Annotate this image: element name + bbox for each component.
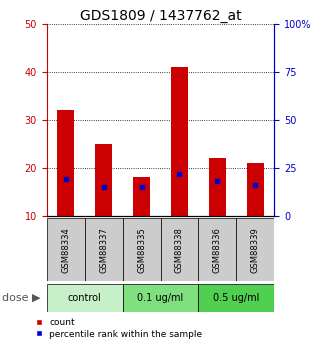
Text: dose ▶: dose ▶ <box>2 293 40 303</box>
Text: control: control <box>68 293 101 303</box>
Bar <box>95 144 112 216</box>
Bar <box>47 284 123 312</box>
Bar <box>171 67 188 216</box>
Bar <box>47 218 84 281</box>
Bar <box>84 218 123 281</box>
Bar <box>123 218 160 281</box>
Bar <box>133 177 150 216</box>
Text: 0.1 ug/ml: 0.1 ug/ml <box>137 293 184 303</box>
Text: GSM88337: GSM88337 <box>99 227 108 273</box>
Bar <box>198 284 274 312</box>
Bar <box>209 158 226 216</box>
Legend: count, percentile rank within the sample: count, percentile rank within the sample <box>35 318 203 339</box>
Title: GDS1809 / 1437762_at: GDS1809 / 1437762_at <box>80 9 241 23</box>
Text: GSM88338: GSM88338 <box>175 227 184 273</box>
Bar <box>123 284 198 312</box>
Bar <box>160 218 198 281</box>
Text: 0.5 ug/ml: 0.5 ug/ml <box>213 293 260 303</box>
Text: GSM88335: GSM88335 <box>137 227 146 273</box>
Text: GSM88336: GSM88336 <box>213 227 222 273</box>
Bar <box>57 110 74 216</box>
Bar <box>247 163 264 216</box>
Text: GSM88334: GSM88334 <box>61 227 70 273</box>
Bar <box>198 218 237 281</box>
Text: GSM88339: GSM88339 <box>251 227 260 273</box>
Bar <box>237 218 274 281</box>
